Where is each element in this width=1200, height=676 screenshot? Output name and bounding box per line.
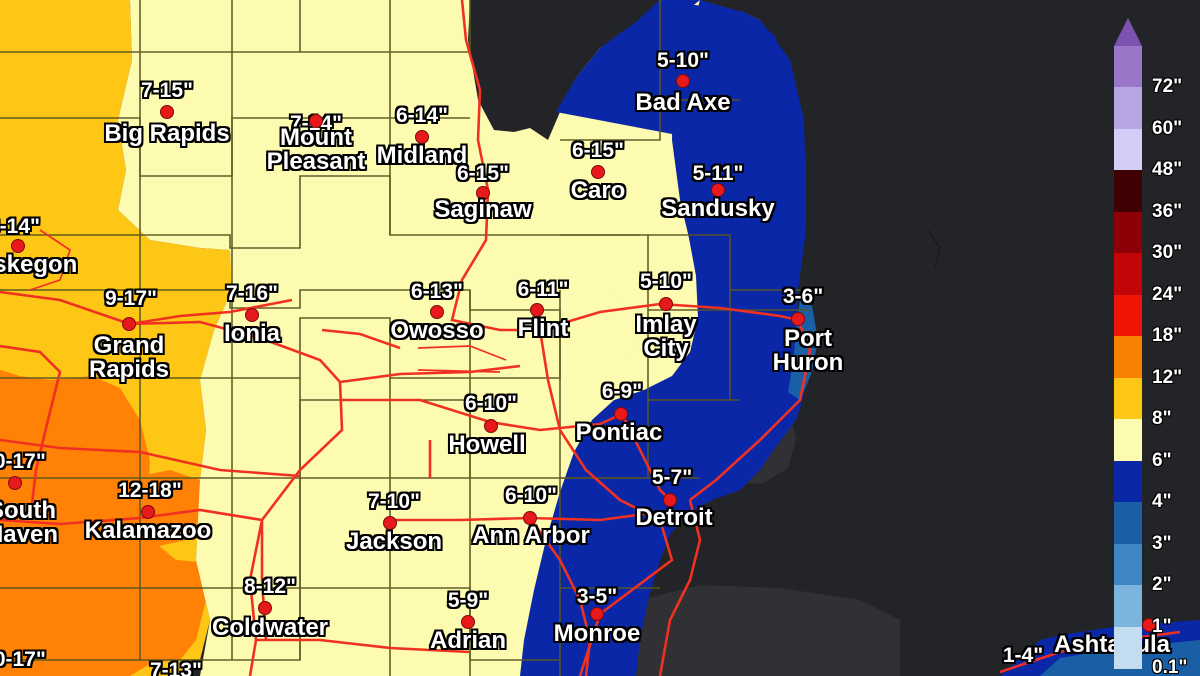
lake-erie-east	[980, 598, 1200, 652]
legend-swatch	[1114, 170, 1142, 213]
legend-swatch	[1114, 377, 1142, 420]
legend-tick-label: 18"	[1152, 325, 1183, 347]
snow-band-6-8-spot-a	[560, 274, 606, 314]
city-marker-dot[interactable]	[309, 114, 323, 128]
snow-band-3-4	[788, 300, 818, 400]
city-marker-dot[interactable]	[1142, 618, 1156, 632]
legend-tick-label: 30"	[1152, 242, 1183, 264]
city-marker-dot[interactable]	[530, 303, 544, 317]
city-marker-dot[interactable]	[659, 297, 673, 311]
snow-band-12-18-b	[114, 470, 206, 548]
legend-tick-label: 4"	[1152, 491, 1172, 513]
legend-swatch	[1114, 419, 1142, 462]
county-boundaries	[0, 0, 810, 676]
city-marker-dot[interactable]	[122, 317, 136, 331]
legend-swatch	[1114, 502, 1142, 545]
snow-band-12-18-c	[0, 640, 150, 676]
legend-tick-label: 36"	[1152, 200, 1183, 222]
legend-max-arrow	[1114, 18, 1142, 46]
snowfall-legend: 72" 60" 48" 36" 30" 24" 18" 12" 8" 6" 4" 3" 2" 1" 0.1"	[1090, 0, 1200, 676]
legend-swatch	[1114, 211, 1142, 254]
legend-swatch	[1114, 626, 1142, 669]
city-marker-dot[interactable]	[245, 308, 259, 322]
legend-swatch	[1114, 128, 1142, 171]
legend-swatch	[1114, 336, 1142, 379]
legend-tick-label: 1"	[1152, 615, 1172, 637]
city-marker-dot[interactable]	[141, 505, 155, 519]
snow-band-4-6-body	[520, 0, 808, 676]
legend-tick-label: 24"	[1152, 283, 1183, 305]
coastline-detail	[927, 229, 941, 269]
city-marker-dot[interactable]	[591, 165, 605, 179]
snow-band-6-8	[118, 0, 700, 676]
city-marker-dot[interactable]	[8, 476, 22, 490]
legend-tick-label: 3"	[1152, 532, 1172, 554]
legend-tick-label: 6"	[1152, 449, 1172, 471]
city-marker-dot[interactable]	[484, 419, 498, 433]
city-marker-dot[interactable]	[476, 186, 490, 200]
snow-band-12-18	[0, 370, 206, 666]
city-marker-dot[interactable]	[461, 615, 475, 629]
legend-tick-label: 2"	[1152, 574, 1172, 596]
legend-swatch	[1114, 460, 1142, 503]
city-marker-dot[interactable]	[590, 607, 604, 621]
city-marker-dot[interactable]	[791, 312, 805, 326]
legend-swatch	[1114, 543, 1142, 586]
legend-swatch	[1114, 253, 1142, 296]
legend-tick-label: 8"	[1152, 408, 1172, 430]
legend-swatch	[1114, 294, 1142, 337]
city-marker-dot[interactable]	[160, 105, 174, 119]
legend-tick-label: 60"	[1152, 117, 1183, 139]
legend-swatch	[1114, 87, 1142, 130]
city-marker-dot[interactable]	[11, 239, 25, 253]
city-marker-dot[interactable]	[383, 516, 397, 530]
city-marker-dot[interactable]	[430, 305, 444, 319]
city-marker-dot[interactable]	[663, 493, 677, 507]
city-marker-dot[interactable]	[523, 511, 537, 525]
legend-swatch	[1114, 46, 1142, 89]
city-marker-dot[interactable]	[258, 601, 272, 615]
legend-tick-label: 0.1"	[1152, 657, 1188, 676]
secondary-roads	[29, 229, 507, 373]
city-marker-dot[interactable]	[614, 407, 628, 421]
legend-tick-label: 72"	[1152, 76, 1183, 98]
legend-panel	[1090, 0, 1200, 676]
legend-tick-label: 12"	[1152, 366, 1183, 388]
city-marker-dot[interactable]	[711, 183, 725, 197]
city-marker-dot[interactable]	[676, 74, 690, 88]
city-marker-dot[interactable]	[415, 130, 429, 144]
legend-swatch	[1114, 585, 1142, 628]
legend-tick-label: 48"	[1152, 159, 1183, 181]
